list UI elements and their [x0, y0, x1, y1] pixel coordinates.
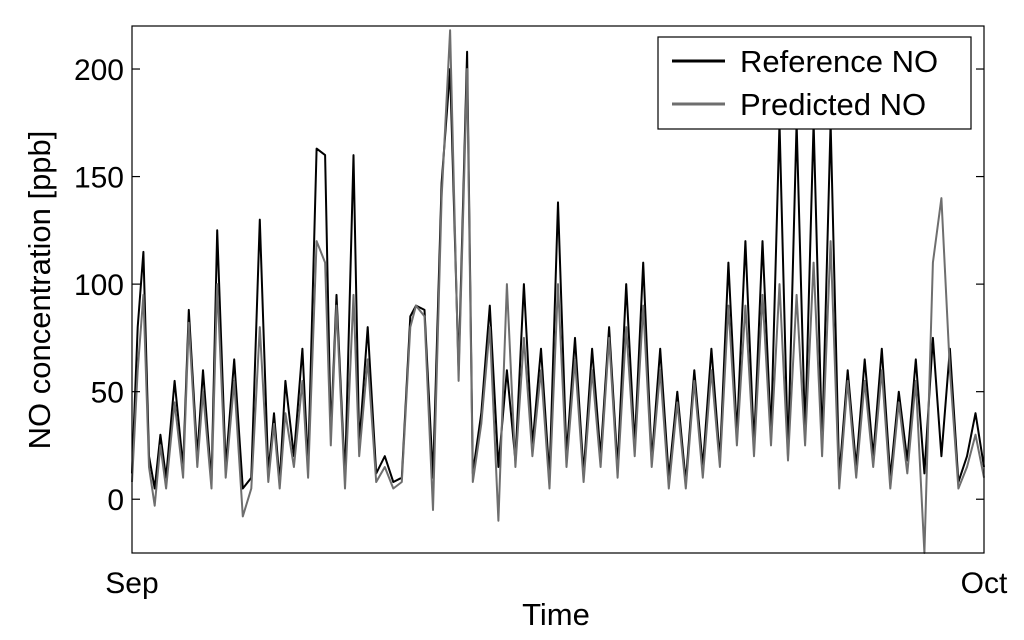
- y-tick-label: 0: [107, 484, 124, 517]
- x-axis-label: Time: [522, 597, 590, 632]
- y-tick-label: 100: [74, 269, 124, 302]
- x-axis: Sep Oct: [105, 567, 1008, 600]
- y-tick-label: 150: [74, 162, 124, 195]
- legend-box: [657, 36, 972, 130]
- y-tick-label: 50: [91, 377, 124, 410]
- legend-label-reference: Reference NO: [740, 44, 938, 79]
- series-layer: [131, 29, 985, 554]
- series-predicted-no: [131, 29, 985, 554]
- y-axis: 0 50 100 150 200: [74, 54, 984, 517]
- y-tick-label: 200: [74, 54, 124, 87]
- x-tick-label: Oct: [961, 567, 1008, 600]
- legend-label-predicted: Predicted NO: [740, 87, 926, 122]
- y-axis-label: NO concentration [ppb]: [22, 131, 57, 450]
- plot-frame: [131, 25, 985, 554]
- legend: Reference NO Predicted NO: [657, 36, 972, 130]
- x-tick-label: Sep: [105, 567, 158, 600]
